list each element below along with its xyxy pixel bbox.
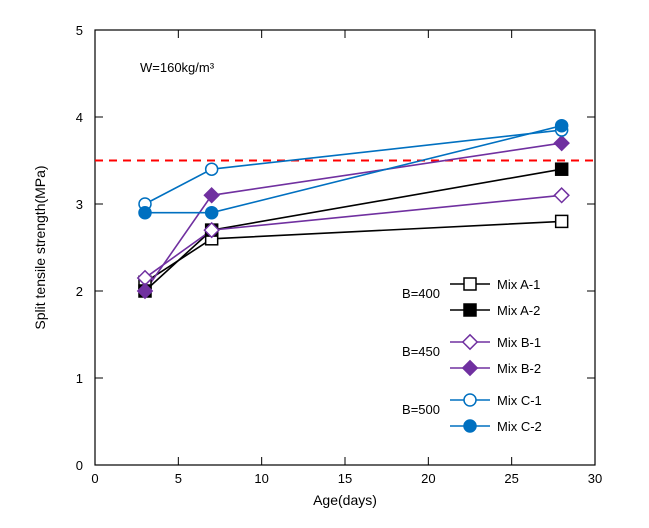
- svg-text:W=160kg/m³: W=160kg/m³: [140, 60, 215, 75]
- tensile-strength-chart: 0 5 10 15 20 25 30 0 1 2 3 4 5 Age(days) Split tensile…: [0, 0, 649, 528]
- svg-text:1: 1: [76, 371, 83, 386]
- svg-text:Mix B-2: Mix B-2: [497, 361, 541, 376]
- svg-text:25: 25: [504, 471, 518, 486]
- svg-text:0: 0: [91, 471, 98, 486]
- svg-text:Mix A-1: Mix A-1: [497, 277, 540, 292]
- svg-text:30: 30: [588, 471, 602, 486]
- svg-text:3: 3: [76, 197, 83, 212]
- svg-text:Mix C-2: Mix C-2: [497, 419, 542, 434]
- svg-text:20: 20: [421, 471, 435, 486]
- svg-text:B=400: B=400: [402, 286, 440, 301]
- svg-text:B=500: B=500: [402, 402, 440, 417]
- svg-text:Mix B-1: Mix B-1: [497, 335, 541, 350]
- svg-text:2: 2: [76, 284, 83, 299]
- svg-text:4: 4: [76, 110, 83, 125]
- svg-text:10: 10: [254, 471, 268, 486]
- svg-text:Mix C-1: Mix C-1: [497, 393, 542, 408]
- svg-text:B=450: B=450: [402, 344, 440, 359]
- svg-text:Split tensile strength(MPa): Split tensile strength(MPa): [32, 165, 48, 329]
- svg-text:0: 0: [76, 458, 83, 473]
- svg-text:Mix A-2: Mix A-2: [497, 303, 540, 318]
- svg-text:5: 5: [76, 23, 83, 38]
- svg-text:Age(days): Age(days): [313, 492, 377, 508]
- svg-text:5: 5: [175, 471, 182, 486]
- svg-text:15: 15: [338, 471, 352, 486]
